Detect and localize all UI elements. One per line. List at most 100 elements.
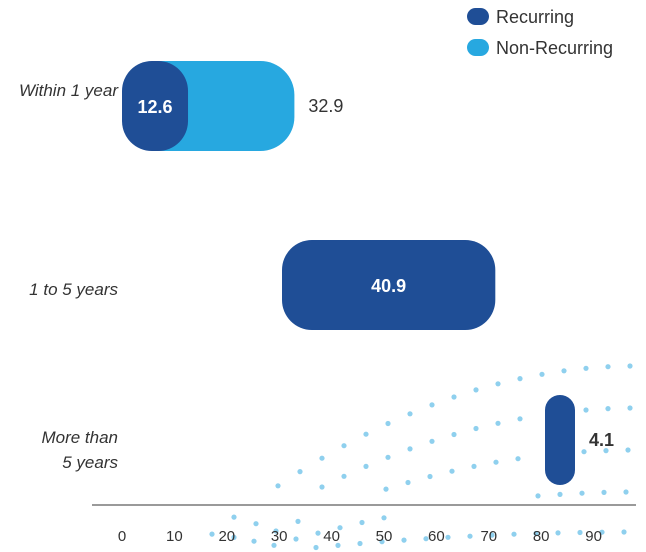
decor-dot xyxy=(275,483,281,489)
decor-dot xyxy=(379,539,385,545)
decor-dot xyxy=(451,394,457,400)
decor-dot xyxy=(383,486,389,492)
decor-dot xyxy=(539,371,545,377)
decor-dot xyxy=(627,363,633,369)
x-axis-tick-labels: 0 10 20 30 40 50 60 70 80 90 xyxy=(118,528,602,545)
decor-dot xyxy=(313,544,319,551)
x-tick-label: 60 xyxy=(428,528,445,545)
decor-dot xyxy=(427,473,433,480)
decor-dot xyxy=(319,484,325,490)
decor-dot xyxy=(273,528,279,534)
decor-dot xyxy=(297,469,303,475)
decor-dot xyxy=(405,479,411,486)
decor-dot xyxy=(555,530,561,536)
decor-dot xyxy=(231,514,237,520)
decor-dot xyxy=(295,518,301,525)
decor-dot xyxy=(495,420,501,426)
decor-dot xyxy=(605,364,611,370)
decor-dot xyxy=(601,489,607,495)
decor-dot xyxy=(495,381,501,387)
decor-dot xyxy=(449,468,455,474)
decor-dot xyxy=(605,406,611,412)
decor-dot xyxy=(363,463,369,469)
decor-dot xyxy=(337,525,343,531)
x-tick-label: 20 xyxy=(218,528,235,545)
decor-dot xyxy=(517,376,523,382)
x-tick-label: 90 xyxy=(585,528,602,545)
decor-dot xyxy=(407,411,413,417)
decor-dot xyxy=(407,446,413,452)
value-label-recurring: 4.1 xyxy=(589,430,614,450)
decor-dot xyxy=(341,443,347,449)
decor-dot xyxy=(363,431,369,437)
x-tick-label: 40 xyxy=(323,528,340,545)
decor-dot xyxy=(315,530,321,536)
decor-dot xyxy=(251,538,257,544)
decor-dot xyxy=(535,493,541,499)
legend-label-recurring: Recurring xyxy=(496,7,574,27)
decor-dot xyxy=(473,387,479,393)
decor-dot xyxy=(231,534,237,541)
decor-dot xyxy=(341,473,347,479)
decor-dot xyxy=(401,537,407,543)
decor-dot xyxy=(517,416,523,422)
decor-dot xyxy=(533,530,539,537)
decor-dot xyxy=(385,420,391,427)
bars: 32.912.652.940.94.1 xyxy=(122,61,614,485)
category-label: 1 to 5 years xyxy=(29,280,118,299)
x-tick-label: 30 xyxy=(271,528,288,545)
decor-dot xyxy=(493,459,499,465)
decor-dot xyxy=(583,407,589,413)
decor-dot xyxy=(627,405,633,411)
decor-dot xyxy=(253,521,259,527)
decor-dot xyxy=(511,531,517,537)
decor-dot xyxy=(385,454,391,460)
decor-dot xyxy=(271,542,277,548)
decor-dot xyxy=(489,532,495,538)
decor-dot xyxy=(581,449,587,455)
category-label: More than xyxy=(41,428,118,447)
category-labels: Within 1 year 1 to 5 years More than 5 year… xyxy=(19,81,119,472)
decor-dot xyxy=(473,425,479,432)
decor-dot xyxy=(515,456,521,462)
value-label-recurring: 12.6 xyxy=(137,97,172,117)
decor-dot xyxy=(381,515,387,521)
decor-dot xyxy=(451,431,457,438)
x-tick-label: 70 xyxy=(480,528,497,545)
decor-dot xyxy=(209,531,215,537)
x-tick-label: 10 xyxy=(166,528,183,545)
legend-swatch-non-recurring xyxy=(467,39,489,56)
bar-recurring-1-to-5-years xyxy=(282,240,496,330)
category-label: 5 years xyxy=(62,453,118,472)
x-tick-label: 80 xyxy=(533,528,550,545)
decor-dot xyxy=(471,463,477,469)
decor-dot xyxy=(423,536,429,542)
decor-dot xyxy=(429,402,435,408)
decor-dot xyxy=(579,490,585,496)
decor-dot xyxy=(599,529,605,535)
x-tick-label: 0 xyxy=(118,528,126,545)
decor-dot xyxy=(467,533,473,539)
bar-recurring-more-than-5-years xyxy=(545,395,575,485)
legend-swatch-recurring xyxy=(467,8,489,25)
decor-dot xyxy=(621,529,627,535)
decor-dot xyxy=(603,448,609,454)
decorative-dot-pattern xyxy=(209,363,633,551)
decor-dot xyxy=(429,438,435,444)
decor-dot xyxy=(557,491,563,497)
decor-dot xyxy=(335,542,341,549)
decor-dot xyxy=(357,540,363,547)
bar-recurring-within-1-year xyxy=(122,61,189,151)
decor-dot xyxy=(623,489,629,495)
decor-dot xyxy=(577,529,583,536)
decor-dot xyxy=(319,455,325,461)
decor-dot xyxy=(445,534,451,540)
decor-dot xyxy=(359,519,365,526)
decor-dot xyxy=(625,447,631,453)
x-tick-label: 50 xyxy=(376,528,393,545)
value-label-non-recurring: 32.9 xyxy=(308,96,343,116)
decor-dot xyxy=(561,368,567,374)
legend-label-non-recurring: Non-Recurring xyxy=(496,38,613,58)
legend: Recurring Non-Recurring xyxy=(467,7,613,58)
